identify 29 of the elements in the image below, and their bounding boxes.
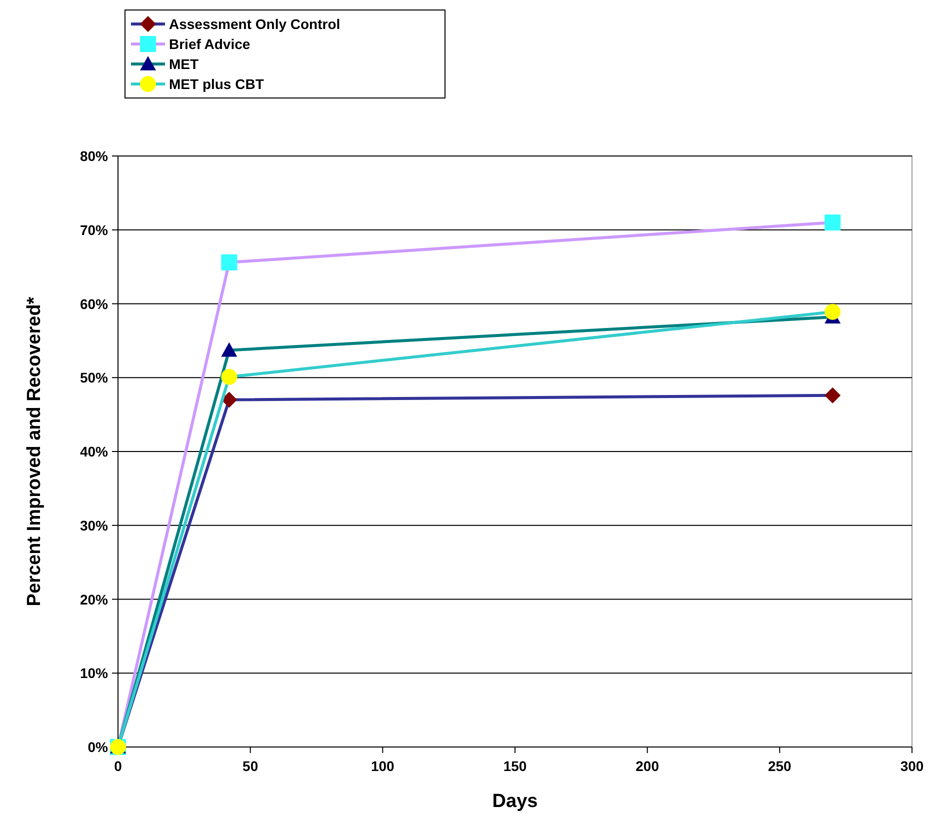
y-tick-label: 10% <box>80 665 109 682</box>
y-tick-label: 30% <box>80 517 109 534</box>
point <box>221 368 238 385</box>
legend-label: Assessment Only Control <box>169 16 340 32</box>
point <box>824 387 841 404</box>
legend-label: MET <box>169 56 199 72</box>
x-tick-label: 150 <box>503 758 527 774</box>
x-tick-label: 50 <box>242 758 258 774</box>
x-tick-label: 0 <box>114 758 122 774</box>
legend-label: Brief Advice <box>169 36 250 52</box>
x-tick-label: 100 <box>370 758 395 774</box>
y-tick-label: 70% <box>80 222 109 238</box>
point <box>221 392 238 408</box>
point <box>824 304 841 320</box>
y-tick-label: 50% <box>80 370 109 386</box>
y-axis-title: Percent Improved and Recovered* <box>24 296 45 606</box>
y-tick-label: 80% <box>80 148 109 164</box>
point <box>824 214 841 230</box>
x-axis-title: Days <box>492 791 538 812</box>
y-tick-label: 40% <box>80 444 109 460</box>
y-tick-label: 20% <box>80 591 109 608</box>
point <box>221 254 238 270</box>
x-tick-label: 250 <box>768 758 792 774</box>
y-tick-label: 0% <box>88 739 109 755</box>
x-tick-label: 300 <box>900 758 924 774</box>
point <box>221 342 238 357</box>
x-tick-label: 200 <box>636 758 660 774</box>
y-tick-label: 60% <box>80 296 109 312</box>
legend-label: MET plus CBT <box>169 76 264 92</box>
